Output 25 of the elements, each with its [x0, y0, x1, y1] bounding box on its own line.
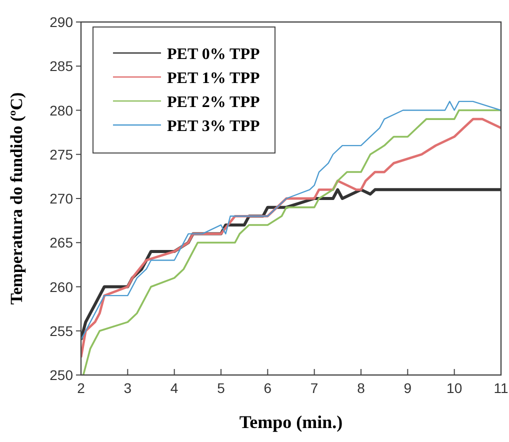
- y-tick-label: 280: [50, 102, 74, 118]
- y-tick-label: 285: [50, 58, 74, 74]
- x-tick-label: 4: [170, 380, 178, 396]
- x-tick-label: 5: [217, 380, 226, 396]
- legend-label: PET 0% TPP: [167, 46, 260, 63]
- legend-label: PET 1% TPP: [167, 70, 260, 87]
- y-tick-label: 270: [50, 190, 74, 206]
- legend-label: PET 2% TPP: [167, 94, 260, 111]
- y-tick-label: 255: [50, 322, 74, 339]
- x-tick-label: 10: [446, 380, 462, 396]
- x-tick-label: 8: [357, 380, 366, 396]
- y-tick-label: 265: [50, 234, 74, 251]
- x-tick-label: 11: [494, 380, 508, 396]
- y-axis-title: Temperatura do fundido (ºC): [7, 92, 26, 305]
- y-tick-label: 260: [50, 278, 74, 295]
- legend-label: PET 3% TPP: [167, 118, 260, 135]
- x-tick-label: 9: [404, 380, 412, 396]
- x-tick-label: 6: [264, 380, 272, 396]
- y-tick-label: 275: [50, 146, 74, 162]
- x-axis-title: Tempo (min.): [239, 412, 343, 432]
- y-tick-label: 250: [50, 367, 74, 383]
- x-tick-label: 2: [77, 380, 86, 396]
- x-tick-label: 7: [310, 380, 318, 396]
- x-tick-label: 3: [124, 380, 132, 396]
- y-tick-label: 290: [50, 14, 74, 30]
